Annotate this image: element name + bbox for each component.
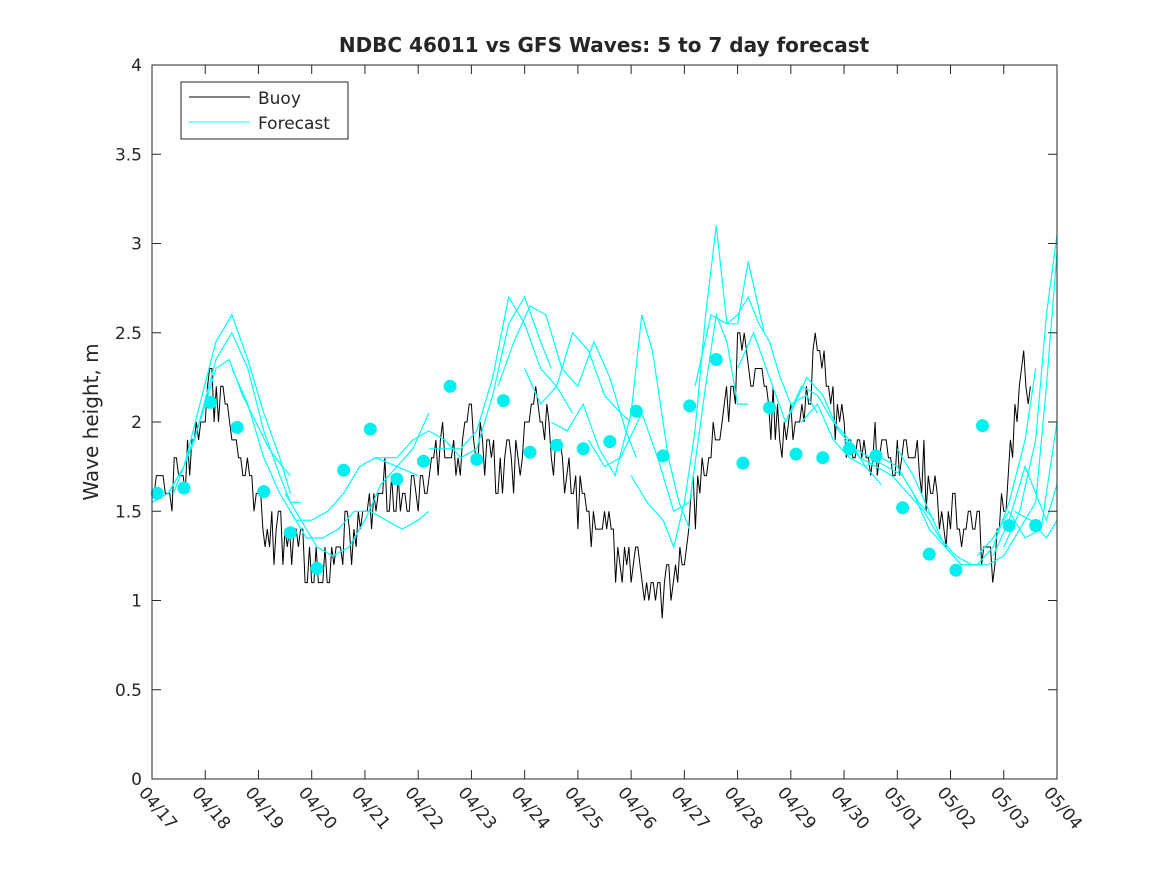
forecast-point-16 xyxy=(550,438,564,452)
forecast-line-4 xyxy=(231,368,419,521)
forecast-point-23 xyxy=(736,456,750,470)
x-tick-label-2: 04/19 xyxy=(241,783,288,833)
forecast-point-17 xyxy=(576,442,590,456)
forecast-point-31 xyxy=(949,563,963,577)
legend: Buoy Forecast xyxy=(180,81,349,140)
x-tick-label-12: 04/29 xyxy=(773,783,820,833)
forecast-point-7 xyxy=(310,561,324,575)
forecast-point-11 xyxy=(417,454,430,468)
forecast-point-1 xyxy=(150,486,164,500)
y-tick-label-6: 3 xyxy=(131,235,142,255)
forecast-point-32 xyxy=(976,419,989,433)
x-tick-label-4: 04/21 xyxy=(347,783,394,833)
x-tick-label-5: 04/22 xyxy=(400,783,447,833)
x-tick-label-3: 04/20 xyxy=(294,783,341,833)
legend-buoy-label: Buoy xyxy=(258,89,301,109)
legend-forecast-label: Forecast xyxy=(258,114,330,134)
forecast-line-6 xyxy=(289,510,430,539)
forecast-point-29 xyxy=(896,501,910,515)
forecast-line-19 xyxy=(896,368,1037,566)
forecast-point-24 xyxy=(763,401,776,415)
x-tick-label-8: 04/25 xyxy=(560,783,607,833)
forecast-point-22 xyxy=(709,353,723,366)
forecast-line-9 xyxy=(497,305,637,458)
forecast-point-6 xyxy=(283,526,297,540)
forecast-line-20 xyxy=(976,421,1057,557)
forecast-line-24 xyxy=(1019,252,1057,530)
x-tick-label-13: 04/30 xyxy=(826,783,873,833)
forecast-point-4 xyxy=(230,420,244,434)
forecast-point-25 xyxy=(789,447,803,461)
forecast-point-10 xyxy=(390,472,404,486)
y-tick-label-7: 3.5 xyxy=(115,145,142,165)
forecast-line-12 xyxy=(587,312,749,513)
forecast-line-13 xyxy=(630,225,765,549)
forecast-point-27 xyxy=(842,442,856,456)
forecast-line-7 xyxy=(375,295,552,459)
forecast-point-28 xyxy=(869,449,883,463)
forecast-point-26 xyxy=(816,451,830,465)
forecast-point-8 xyxy=(337,463,351,477)
forecast-line-3 xyxy=(172,331,302,503)
buoy-series-line xyxy=(152,332,1031,619)
y-tick-label-1: 0.5 xyxy=(115,681,142,701)
forecast-point-20 xyxy=(656,449,670,463)
y-axis-label: Wave height, m xyxy=(79,343,103,500)
forecast-line-5 xyxy=(284,412,430,557)
forecast-point-13 xyxy=(470,453,484,466)
forecast-point-19 xyxy=(629,404,643,418)
chart-title: NDBC 46011 vs GFS Waves: 5 to 7 day fore… xyxy=(339,33,870,57)
y-tick-label-0: 0 xyxy=(131,770,142,790)
forecast-point-12 xyxy=(443,379,457,393)
forecast-point-14 xyxy=(496,394,510,408)
forecast-point-3 xyxy=(204,395,218,409)
x-tick-label-14: 05/01 xyxy=(879,783,926,833)
forecast-line-2 xyxy=(167,313,291,494)
forecast-point-21 xyxy=(683,399,697,413)
forecast-point-34 xyxy=(1029,519,1043,532)
y-tick-label-3: 1.5 xyxy=(115,502,142,522)
forecast-point-2 xyxy=(177,481,191,495)
forecast-point-18 xyxy=(603,435,617,449)
x-tick-label-15: 05/02 xyxy=(933,783,980,833)
forecast-point-15 xyxy=(523,445,537,459)
y-tick-label-4: 2 xyxy=(131,413,142,433)
y-tick-label-8: 4 xyxy=(131,56,142,76)
forecast-line-8 xyxy=(428,295,574,450)
x-tick-label-11: 04/28 xyxy=(720,783,767,833)
plot-background xyxy=(152,65,1057,779)
forecast-point-30 xyxy=(922,547,936,561)
forecast-line-18 xyxy=(843,439,1021,566)
forecast-line-10 xyxy=(524,331,632,423)
forecast-line-15 xyxy=(737,331,882,485)
x-tick-label-7: 04/24 xyxy=(507,783,554,833)
x-tick-label-1: 04/18 xyxy=(187,783,234,833)
y-tick-label-5: 2.5 xyxy=(115,324,142,344)
y-tick-label-2: 1 xyxy=(131,592,142,612)
x-tick-label-0: 04/17 xyxy=(134,783,181,833)
forecast-point-9 xyxy=(363,422,377,436)
x-tick-label-6: 04/23 xyxy=(454,783,501,833)
x-tick-label-10: 04/27 xyxy=(667,783,714,833)
x-tick-label-17: 05/04 xyxy=(1039,783,1086,833)
forecast-point-5 xyxy=(257,485,271,499)
legend-box xyxy=(180,81,349,140)
x-tick-label-9: 04/26 xyxy=(613,783,660,833)
x-tick-label-16: 05/03 xyxy=(986,783,1033,833)
forecast-point-33 xyxy=(1002,519,1016,532)
